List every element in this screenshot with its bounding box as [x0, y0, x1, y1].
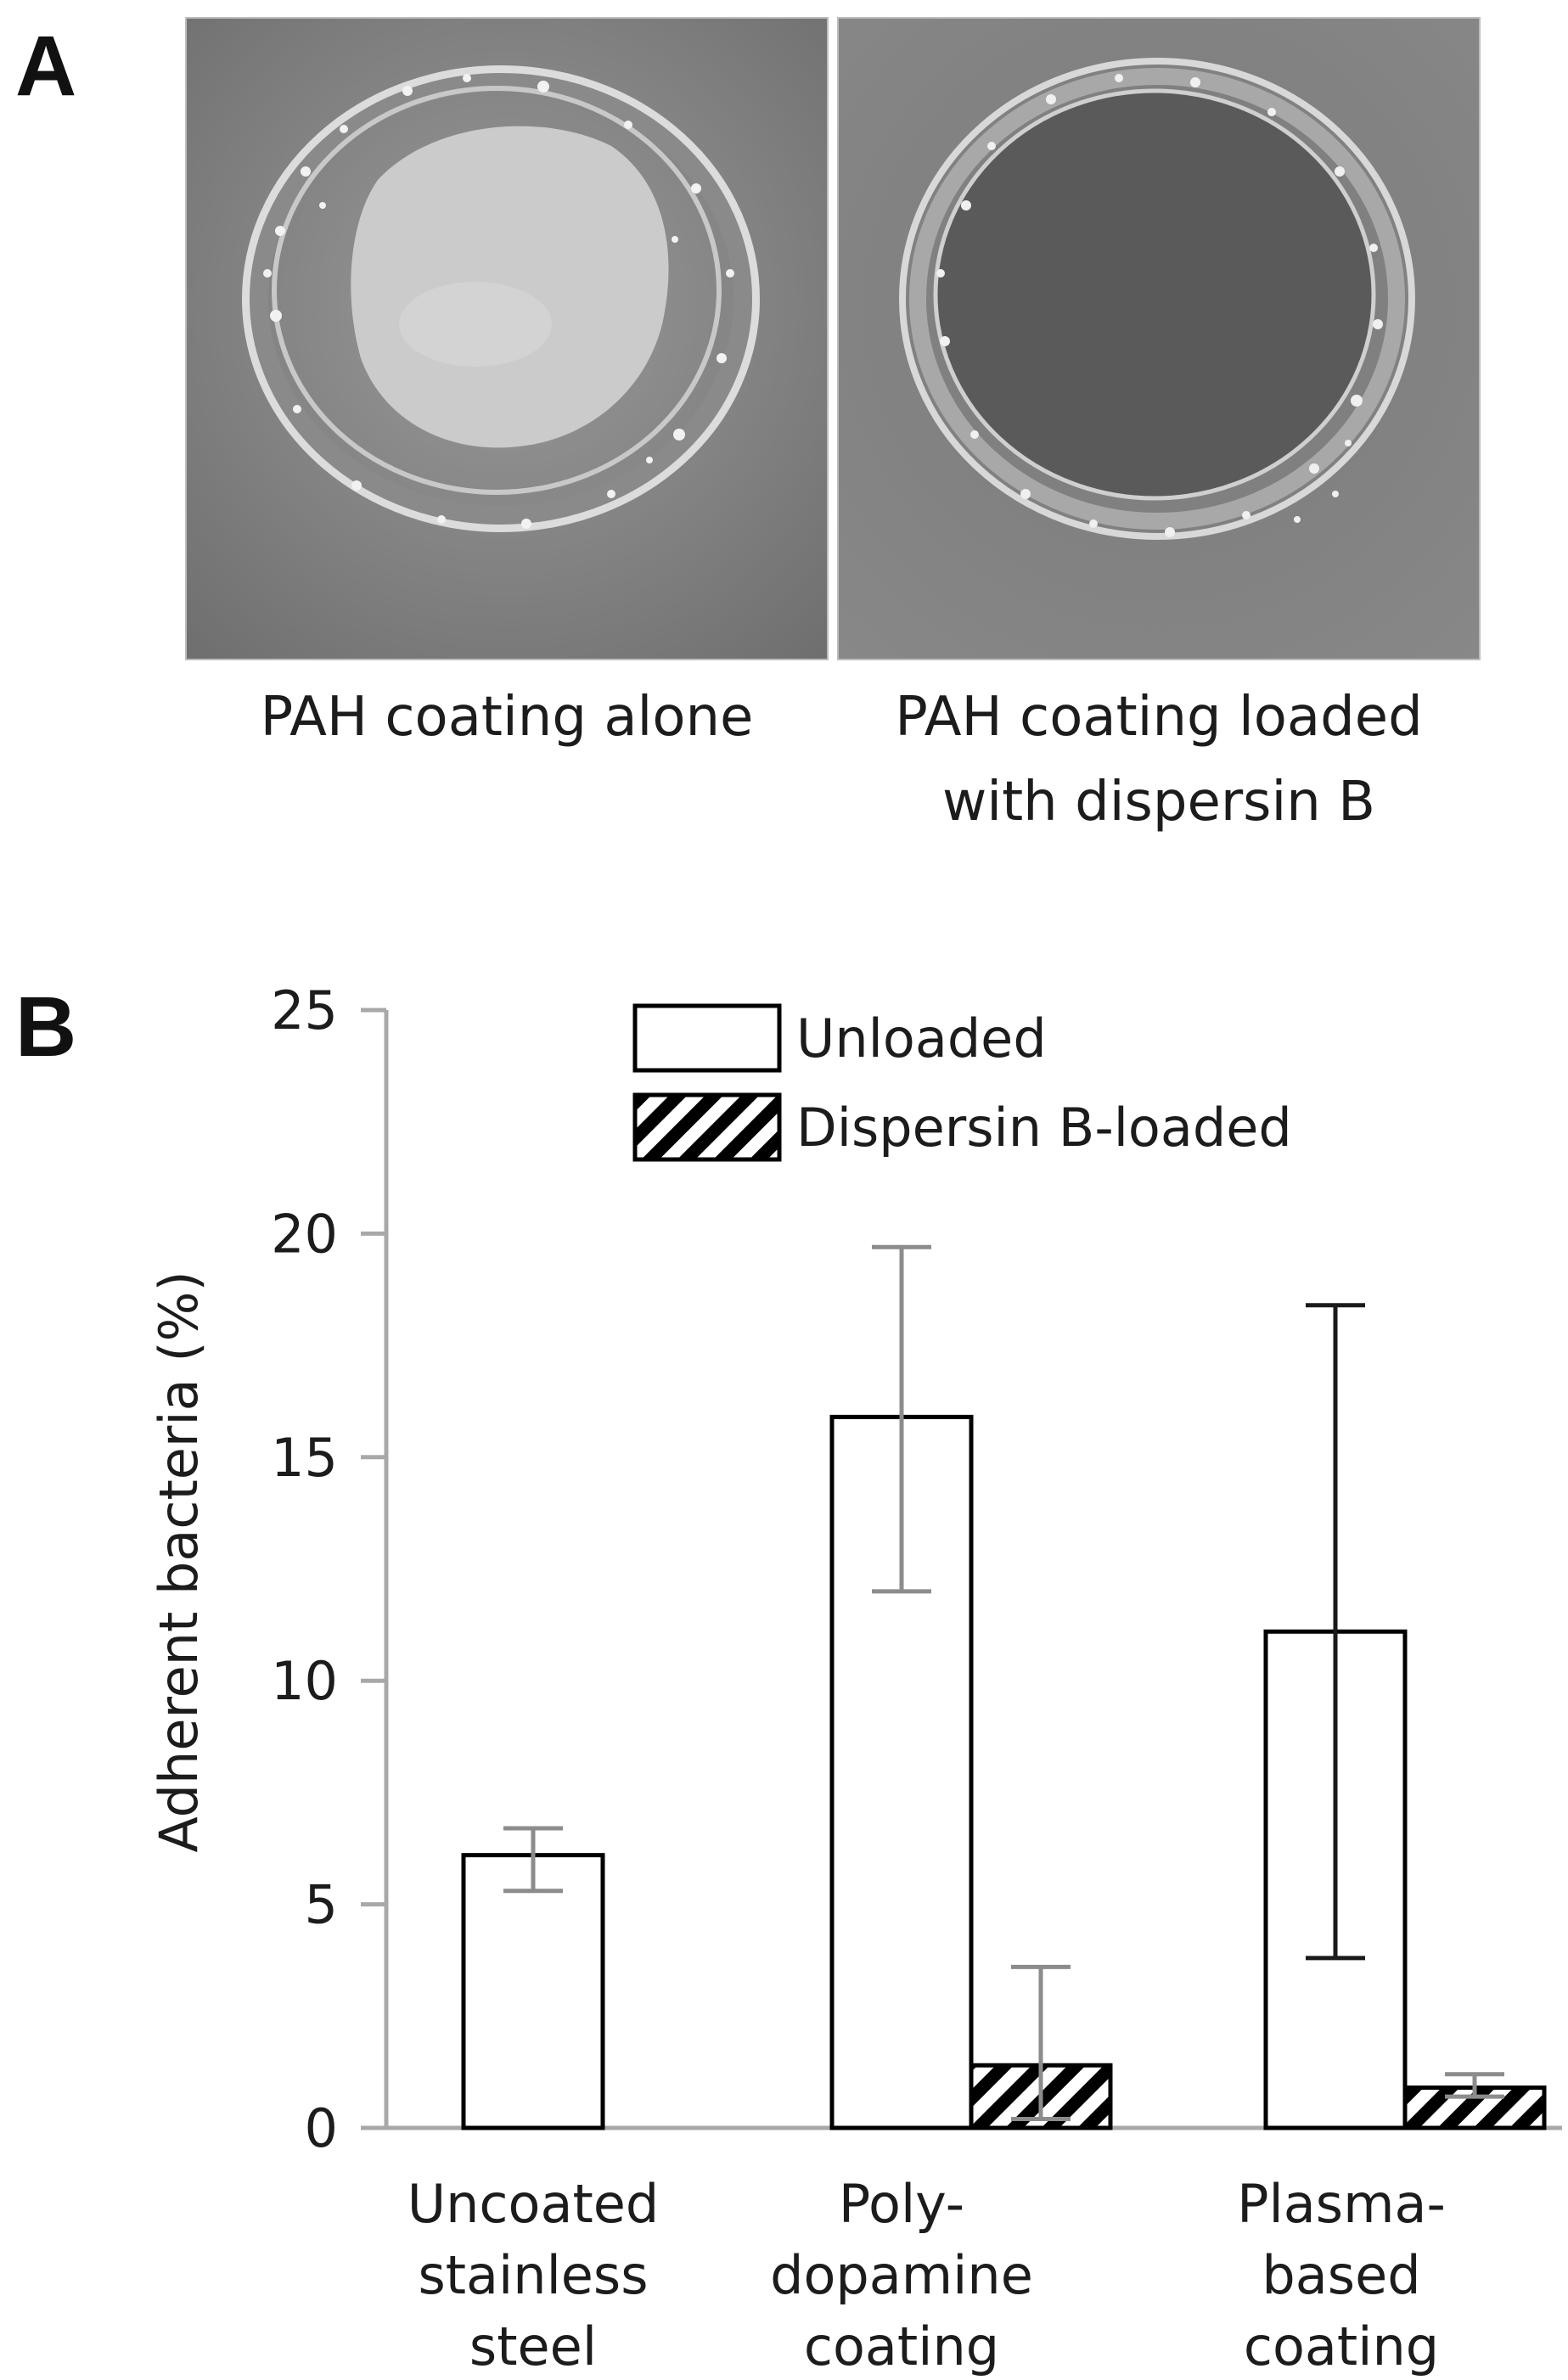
- unloaded-bar: [461, 1853, 605, 2130]
- panel-a-letter: A: [15, 19, 77, 114]
- y-axis-label: Adherent bacteria (%): [148, 1271, 210, 1852]
- legend-label: Unloaded: [796, 1008, 1047, 1069]
- y-tick-label: 0: [305, 2097, 338, 2159]
- legend-label: Dispersin B-loaded: [796, 1097, 1292, 1159]
- caption-pah-dispersin: PAH coating loaded with dispersin B: [895, 686, 1423, 834]
- y-tick-label: 10: [271, 1650, 338, 1712]
- y-tick-label: 20: [271, 1203, 338, 1265]
- legend-swatch-unloaded: [632, 1003, 782, 1073]
- x-tick-label: Uncoated stainless steel: [407, 2173, 660, 2377]
- x-tick-label: Plasma-based coating: [1237, 2173, 1446, 2377]
- y-tick-label: 25: [271, 980, 338, 1041]
- caption-pah-alone: PAH coating alone: [260, 686, 754, 749]
- pah-dispersin-photo: [837, 17, 1481, 660]
- legend-swatch-dispersin: [632, 1092, 782, 1162]
- x-tick-label: Poly-dopamine coating: [770, 2173, 1033, 2377]
- y-tick-label: 15: [271, 1427, 338, 1489]
- y-tick-label: 5: [305, 1874, 338, 1936]
- legend: Unloaded Dispersin B-loaded: [632, 1003, 1292, 1162]
- panel-b-letter: B: [15, 980, 77, 1075]
- pah-alone-photo: [185, 17, 829, 660]
